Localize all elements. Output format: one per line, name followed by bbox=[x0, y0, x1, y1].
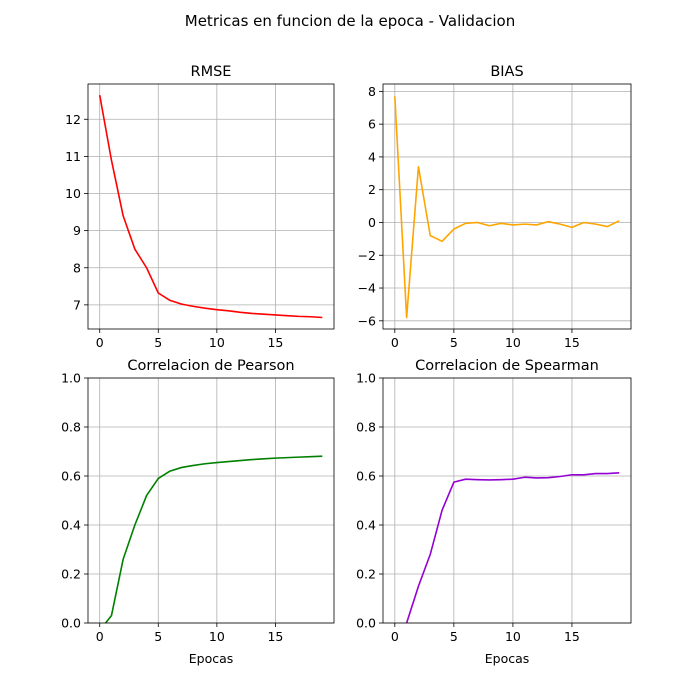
x-tick-label: 5 bbox=[154, 629, 162, 644]
y-tick-label: 6 bbox=[368, 117, 376, 132]
panel-title: BIAS bbox=[490, 64, 523, 80]
y-tick-label: 0.2 bbox=[61, 567, 81, 582]
x-tick-label: 5 bbox=[450, 335, 458, 350]
x-tick-label: 15 bbox=[564, 629, 580, 644]
x-axis-label: Epocas bbox=[189, 651, 234, 666]
y-tick-label: 1.0 bbox=[356, 371, 376, 386]
y-tick-label: 4 bbox=[368, 149, 376, 164]
bias-series-line bbox=[394, 96, 620, 319]
x-tick-label: 15 bbox=[267, 335, 283, 350]
y-tick-label: 1.0 bbox=[61, 371, 81, 386]
y-tick-label: 0.8 bbox=[61, 420, 81, 435]
y-tick-label: 0.6 bbox=[61, 469, 81, 484]
panel-title: RMSE bbox=[191, 64, 232, 80]
y-tick-label: −4 bbox=[358, 281, 376, 296]
pearson-series-line bbox=[104, 455, 323, 623]
y-tick-label: 0 bbox=[368, 215, 376, 230]
x-tick-label: 0 bbox=[96, 629, 104, 644]
x-tick-label: 10 bbox=[209, 629, 225, 644]
panel-rmse: 0 5 10 15 7 8 9 10 11 12 RMSE bbox=[65, 64, 335, 350]
y-tick-label: 8 bbox=[73, 260, 81, 275]
x-tick-label: 0 bbox=[96, 335, 104, 350]
panel-bias: 0 5 10 15 −6 −4 −2 0 2 4 6 8 BIAS bbox=[358, 64, 632, 350]
axes-frame bbox=[382, 377, 632, 624]
panel-spearman: 0 5 10 15 0.0 0.2 0.4 0.6 0.8 1.0 Correlacion de S… bbox=[356, 358, 632, 666]
x-tick-label: 0 bbox=[391, 629, 399, 644]
y-tick-label: 2 bbox=[368, 182, 376, 197]
y-tick-label: 0.4 bbox=[61, 518, 81, 533]
y-tick-label: 12 bbox=[65, 112, 81, 127]
figure-title: Metricas en funcion de la epoca - Valida… bbox=[185, 12, 515, 30]
y-tick-label: 0.2 bbox=[356, 567, 376, 582]
y-tick-label: 11 bbox=[65, 149, 81, 164]
y-tick-label: 0.0 bbox=[61, 616, 81, 631]
y-tick-label: 0.8 bbox=[356, 420, 376, 435]
y-tick-label: 7 bbox=[73, 297, 81, 312]
axes-frame bbox=[87, 377, 335, 624]
x-tick-label: 10 bbox=[209, 335, 225, 350]
x-tick-label: 5 bbox=[450, 629, 458, 644]
y-tick-label: 8 bbox=[368, 84, 376, 99]
x-tick-label: 5 bbox=[154, 335, 162, 350]
panel-title: Correlacion de Pearson bbox=[127, 358, 294, 374]
y-tick-label: −2 bbox=[358, 248, 376, 263]
panel-title: Correlacion de Spearman bbox=[415, 358, 599, 374]
y-tick-label: 0.0 bbox=[356, 616, 376, 631]
x-tick-label: 15 bbox=[564, 335, 580, 350]
spearman-series-line bbox=[405, 472, 620, 623]
rmse-series-line bbox=[98, 94, 323, 319]
x-axis-label: Epocas bbox=[485, 651, 530, 666]
x-tick-label: 10 bbox=[505, 335, 521, 350]
axes-frame bbox=[382, 83, 632, 330]
y-tick-label: 9 bbox=[73, 223, 81, 238]
x-tick-label: 15 bbox=[267, 629, 283, 644]
x-tick-label: 10 bbox=[505, 629, 521, 644]
y-tick-label: 0.6 bbox=[356, 469, 376, 484]
axes-frame bbox=[87, 83, 335, 330]
y-tick-label: −6 bbox=[358, 313, 376, 328]
panel-pearson: 0 5 10 15 0.0 0.2 0.4 0.6 0.8 1.0 Correlacion de P… bbox=[61, 358, 335, 666]
x-tick-label: 0 bbox=[391, 335, 399, 350]
y-tick-label: 0.4 bbox=[356, 518, 376, 533]
y-tick-label: 10 bbox=[65, 186, 81, 201]
